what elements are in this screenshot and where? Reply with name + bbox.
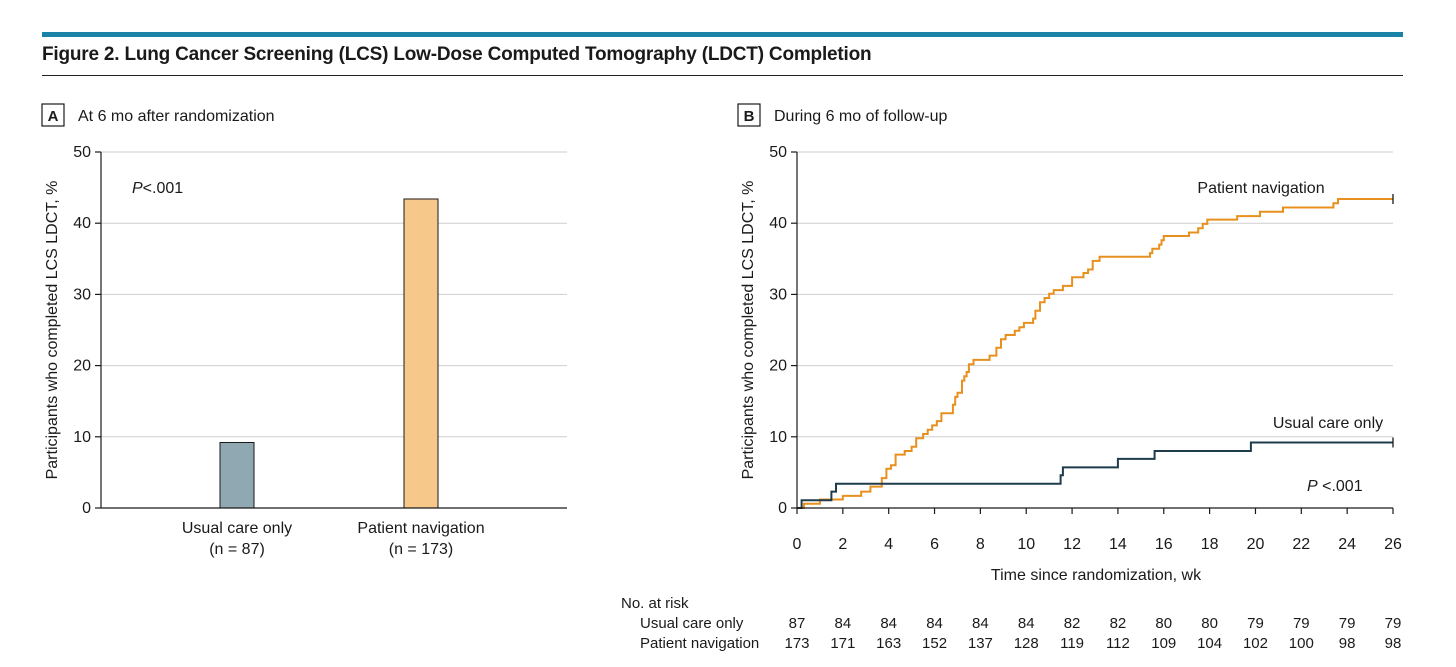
series-label-patient-navigation: Patient navigation <box>1197 180 1324 197</box>
risk-table-cell: 87 <box>789 615 806 632</box>
panel-b-letter: B <box>744 108 755 125</box>
risk-table-cell: 82 <box>1110 615 1127 632</box>
panel-b-y-tick-label: 10 <box>769 429 787 446</box>
panel-b-y-tick-label: 40 <box>769 215 787 232</box>
risk-table-cell: 102 <box>1243 635 1268 652</box>
panel-b-x-axis-label: Time since randomization, wk <box>991 567 1202 584</box>
panel-b-x-tick-label: 16 <box>1155 536 1173 553</box>
panel-a-y-tick-label: 0 <box>82 500 91 517</box>
panel-b-x-tick-label: 2 <box>838 536 847 553</box>
panel-a-y-tick-label: 50 <box>73 144 91 161</box>
panel-a-y-tick-label: 30 <box>73 286 91 303</box>
panel-b-x-tick-label: 10 <box>1017 536 1035 553</box>
risk-table-cell: 79 <box>1385 615 1402 632</box>
panel-b-series-lines <box>797 193 1394 509</box>
risk-table-cell: 163 <box>876 635 901 652</box>
panel-b-x-tick-label: 0 <box>793 536 802 553</box>
panel-b-x-tick-label: 24 <box>1338 536 1356 553</box>
risk-table-cell: 100 <box>1289 635 1314 652</box>
risk-table-cell: 84 <box>972 615 989 632</box>
panel-b-y-tick-label: 50 <box>769 144 787 161</box>
panel-b-x-tick-label: 22 <box>1292 536 1310 553</box>
risk-table-cell: 128 <box>1014 635 1039 652</box>
panel-a-letter: A <box>48 108 59 125</box>
panel-b-x-tick-label: 6 <box>930 536 939 553</box>
risk-table-cell: 119 <box>1060 635 1084 652</box>
panel-a-bars <box>219 198 439 509</box>
panel-a: A At 6 mo after randomization Participan… <box>41 103 567 558</box>
risk-table-cell: 80 <box>1201 615 1218 632</box>
panel-a-y-tick-label: 20 <box>73 358 91 375</box>
panel-b-x-ticks: 0 2 4 6 8 10 12 14 16 18 20 22 24 26 <box>793 508 1402 553</box>
panel-b-letter-box <box>737 103 761 127</box>
panel-a-gridlines <box>101 151 567 438</box>
panel-b-y-tick-label: 30 <box>769 286 787 303</box>
panel-b-gridlines <box>797 151 1393 438</box>
panel-b-x-tick-label: 18 <box>1201 536 1219 553</box>
panel-a-category-labels: Usual care only (n = 87) Patient navigatio… <box>182 520 485 558</box>
risk-table-cell: 84 <box>926 615 943 632</box>
panel-b-x-tick-label: 20 <box>1247 536 1265 553</box>
figure-title: Figure 2. Lung Cancer Screening (LCS) Lo… <box>42 44 872 65</box>
risk-table: No. at risk Usual care only Patient navi… <box>621 595 1401 652</box>
bar-patient-navigation <box>403 198 439 509</box>
panel-a-y-ticks: 0 10 20 30 40 50 <box>73 144 101 517</box>
risk-table-cell: 82 <box>1064 615 1081 632</box>
risk-table-cell: 79 <box>1293 615 1310 632</box>
risk-table-cell: 80 <box>1155 615 1172 632</box>
panel-b-x-tick-label: 14 <box>1109 536 1127 553</box>
risk-table-cell: 171 <box>830 635 855 652</box>
panel-b-p-value: P <.001 <box>1307 478 1363 495</box>
panel-a-y-tick-label: 10 <box>73 429 91 446</box>
panel-a-p-value: P<.001 <box>132 180 183 197</box>
risk-table-cell: 109 <box>1151 635 1176 652</box>
category-label: Patient navigation <box>357 520 484 537</box>
category-label: Usual care only <box>182 520 292 537</box>
risk-table-cell: 98 <box>1385 635 1402 652</box>
panel-a-p-text: <.001 <box>143 180 184 197</box>
category-n-label: (n = 87) <box>209 541 265 558</box>
risk-table-cell: 137 <box>968 635 993 652</box>
panel-a-p-prefix: P <box>132 180 143 197</box>
risk-table-cell: 104 <box>1197 635 1222 652</box>
risk-table-cell: 84 <box>1018 615 1035 632</box>
risk-table-cell: 98 <box>1339 635 1356 652</box>
risk-table-cell: 112 <box>1106 635 1130 652</box>
panel-b-y-axis-label: Participants who completed LCS LDCT, % <box>740 181 757 480</box>
risk-table-cell: 79 <box>1247 615 1264 632</box>
risk-table-cell: 173 <box>784 635 809 652</box>
panel-b-x-tick-label: 12 <box>1063 536 1081 553</box>
panel-b-x-tick-label: 26 <box>1384 536 1402 553</box>
risk-table-cell: 152 <box>922 635 947 652</box>
series-label-usual-care: Usual care only <box>1273 415 1383 432</box>
figure-accent-bar <box>42 32 1403 37</box>
panel-b-x-tick-label: 4 <box>884 536 893 553</box>
panel-a-title: At 6 mo after randomization <box>78 108 275 125</box>
risk-table-title: No. at risk <box>621 595 689 612</box>
risk-row-label-usual-care: Usual care only <box>640 615 744 632</box>
risk-table-cell: 79 <box>1339 615 1356 632</box>
risk-table-cell: 84 <box>835 615 852 632</box>
panel-b-y-tick-label: 0 <box>778 500 787 517</box>
panel-b-y-ticks: 0 10 20 30 40 50 <box>769 144 797 517</box>
panel-a-letter-box <box>41 103 65 127</box>
panel-b-title: During 6 mo of follow-up <box>774 108 948 125</box>
category-n-label: (n = 173) <box>389 541 453 558</box>
panel-a-y-axis-label: Participants who completed LCS LDCT, % <box>44 181 61 480</box>
panel-b-p-text: <.001 <box>1318 478 1363 495</box>
panel-a-y-tick-label: 40 <box>73 215 91 232</box>
panel-b-p-prefix: P <box>1307 478 1318 495</box>
panel-b-x-tick-label: 8 <box>976 536 985 553</box>
series-line-patient-navigation <box>797 198 1393 509</box>
risk-table-values: 87 84 84 84 84 84 82 82 80 80 79 79 79 79 173 171 163 152… <box>784 615 1401 652</box>
title-rule <box>42 75 1403 76</box>
series-line-usual-care <box>797 441 1393 509</box>
panel-b: B During 6 mo of follow-up Participants … <box>621 103 1402 652</box>
bar-usual-care <box>219 441 255 509</box>
risk-row-label-patient-navigation: Patient navigation <box>640 635 759 652</box>
panel-b-y-tick-label: 20 <box>769 358 787 375</box>
risk-table-cell: 84 <box>880 615 897 632</box>
